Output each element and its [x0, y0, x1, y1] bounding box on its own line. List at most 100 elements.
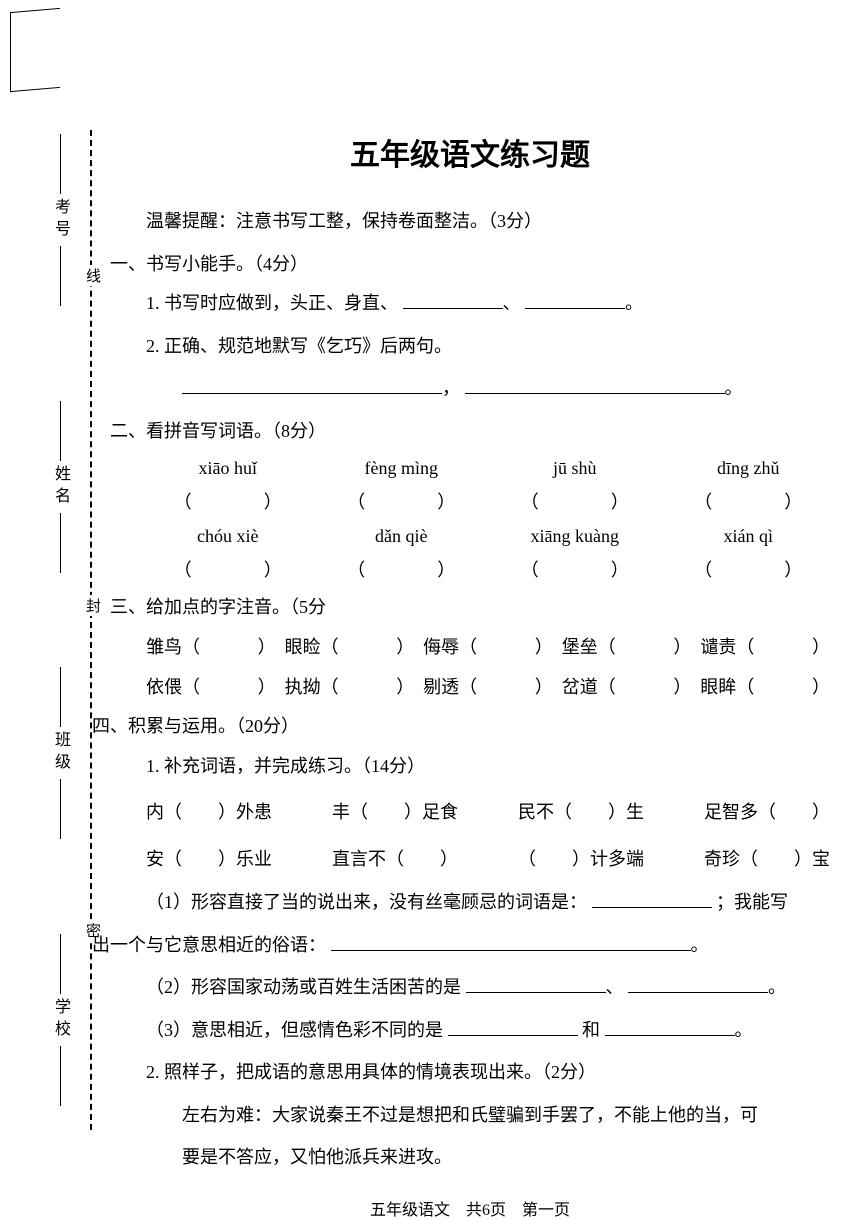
pinyin: jū shù: [493, 452, 657, 484]
paren: （ ）: [320, 552, 484, 588]
section-4-head: 四、积累与运用。（20分）: [92, 707, 830, 747]
blank: [448, 1016, 578, 1036]
side-label-banji: 班级: [48, 731, 72, 775]
s4-p3b: 和: [582, 1020, 600, 1040]
idiom: 直言不（ ）: [332, 836, 458, 883]
char-row-1: 雏鸟（ ） 眼睑（ ） 侮辱（ ） 堡垒（ ） 谴责（ ）: [110, 628, 830, 668]
paren: （ ）: [320, 484, 484, 520]
section-1-head: 一、书写小能手。（4分）: [110, 245, 830, 285]
blank: [628, 973, 768, 993]
blank-long: [465, 375, 725, 395]
char-item: 依偎（: [146, 668, 200, 708]
blank-long: [182, 375, 442, 395]
blank: [525, 289, 625, 309]
blank: [331, 931, 691, 951]
pinyin: dīng zhǔ: [667, 452, 831, 484]
pinyin: xiāo huǐ: [146, 452, 310, 484]
side-group-xingming: 姓名: [48, 397, 72, 577]
s4-p1a: （1）形容直接了当的说出来，没有丝毫顾忌的词语是：: [146, 892, 587, 912]
pinyin: fèng mìng: [320, 452, 484, 484]
side-line: [60, 513, 61, 573]
blank: [605, 1016, 735, 1036]
char-item: ） 侮辱（: [396, 628, 477, 668]
binding-tab: [10, 8, 60, 92]
pinyin: xián qì: [667, 520, 831, 552]
idiom: 安（ ）乐业: [146, 836, 272, 883]
char-item: 雏鸟（: [146, 628, 200, 668]
s4-p1c-line: 出一个与它意思相近的俗语： 。: [92, 926, 830, 966]
idiom: 内（ ）外患: [146, 789, 272, 836]
paren: （ ）: [667, 552, 831, 588]
side-line: [60, 1046, 61, 1106]
idiom: 奇珍（ ）宝: [704, 836, 830, 883]
page-footer: 五年级语文 共6页 第一页: [110, 1196, 830, 1220]
paren: （ ）: [493, 552, 657, 588]
char-item: ） 执拗（: [258, 668, 339, 708]
side-line: [60, 401, 61, 461]
paren: （ ）: [146, 484, 310, 520]
side-line: [60, 246, 61, 306]
side-line: [60, 779, 61, 839]
blank: [403, 289, 503, 309]
s4-q1: 1. 补充词语，并完成练习。（14分）: [110, 747, 830, 787]
pinyin-row-1: xiāo huǐ fèng mìng jū shù dīng zhǔ: [110, 452, 830, 484]
char-item: ） 眼眸（: [673, 668, 754, 708]
s4-ex1: 左右为难：大家说秦王不过是想把和氏璧骗到手罢了，不能上他的当，可: [110, 1096, 830, 1136]
idiom: （ ）计多端: [518, 836, 644, 883]
s4-p2: （2）形容国家动荡或百姓生活困苦的是 、 。: [110, 968, 830, 1008]
paren: （ ）: [667, 484, 831, 520]
s1-q2: 2. 正确、规范地默写《乞巧》后两句。: [110, 327, 830, 367]
pinyin: xiāng kuàng: [493, 520, 657, 552]
s4-p3a: （3）意思相近，但感情色彩不同的是: [146, 1020, 443, 1040]
reminder-text: 温馨提醒：注意书写工整，保持卷面整洁。（3分）: [110, 202, 830, 242]
idiom-row-1: 内（ ）外患 丰（ ）足食 民不（ ）生 足智多（ ）: [110, 789, 830, 836]
pinyin-row-2: chóu xiè dǎn qiè xiāng kuàng xián qì: [110, 520, 830, 552]
fold-label-xian: 线: [82, 265, 103, 286]
side-label-xingming: 姓名: [48, 465, 72, 509]
s4-p1b: ；我能写: [716, 892, 788, 912]
side-line: [60, 134, 61, 194]
side-group-banji: 班级: [48, 663, 72, 843]
paren: （ ）: [146, 552, 310, 588]
s4-p3: （3）意思相近，但感情色彩不同的是 和 。: [110, 1011, 830, 1051]
section-2-head: 二、看拼音写词语。（8分）: [110, 412, 830, 452]
side-label-xuexiao: 学校: [48, 998, 72, 1042]
s1-q1: 1. 书写时应做到，头正、身直、 、 。: [110, 284, 830, 324]
char-item: ） 眼睑（: [258, 628, 339, 668]
s4-p1c: 出一个与它意思相近的俗语：: [92, 935, 326, 955]
blank: [466, 973, 606, 993]
char-item: ） 剔透（: [396, 668, 477, 708]
char-row-2: 依偎（ ） 执拗（ ） 剔透（ ） 岔道（ ） 眼眸（ ）: [110, 668, 830, 708]
char-item: ）: [812, 668, 830, 708]
s1-q1-text: 1. 书写时应做到，头正、身直、: [146, 293, 398, 313]
page-title: 五年级语文练习题: [110, 130, 830, 174]
s4-p2-text: （2）形容国家动荡或百姓生活困苦的是: [146, 977, 461, 997]
side-binding-column: 考号 姓名 班级 学校: [35, 130, 85, 1110]
s4-ex2: 要是不答应，又怕他派兵来进攻。: [110, 1138, 830, 1178]
page-content: 五年级语文练习题 温馨提醒：注意书写工整，保持卷面整洁。（3分） 一、书写小能手…: [110, 130, 830, 1220]
char-item: ） 谴责（: [673, 628, 754, 668]
side-group-kaohao: 考号: [48, 130, 72, 310]
s1-q2-blanks: ， 。: [110, 369, 830, 409]
idiom: 民不（ ）生: [518, 789, 644, 836]
pinyin: dǎn qiè: [320, 520, 484, 552]
paren-row-2: （ ） （ ） （ ） （ ）: [110, 552, 830, 588]
char-item: ） 堡垒（: [535, 628, 616, 668]
char-item: ） 岔道（: [535, 668, 616, 708]
s4-q2: 2. 照样子，把成语的意思用具体的情境表现出来。（2分）: [110, 1053, 830, 1093]
paren-row-1: （ ） （ ） （ ） （ ）: [110, 484, 830, 520]
pinyin: chóu xiè: [146, 520, 310, 552]
paren: （ ）: [493, 484, 657, 520]
fold-label-feng: 封: [82, 595, 103, 616]
section-3-head: 三、给加点的字注音。（5分: [110, 588, 830, 628]
char-item: ）: [812, 628, 830, 668]
idiom: 足智多（ ）: [704, 789, 830, 836]
side-group-xuexiao: 学校: [48, 930, 72, 1110]
side-line: [60, 667, 61, 727]
idiom-row-2: 安（ ）乐业 直言不（ ） （ ）计多端 奇珍（ ）宝: [110, 836, 830, 883]
blank: [592, 888, 712, 908]
idiom: 丰（ ）足食: [332, 789, 458, 836]
side-line: [60, 934, 61, 994]
side-label-kaohao: 考号: [48, 198, 72, 242]
s4-p1: （1）形容直接了当的说出来，没有丝毫顾忌的词语是： ；我能写: [110, 883, 830, 923]
